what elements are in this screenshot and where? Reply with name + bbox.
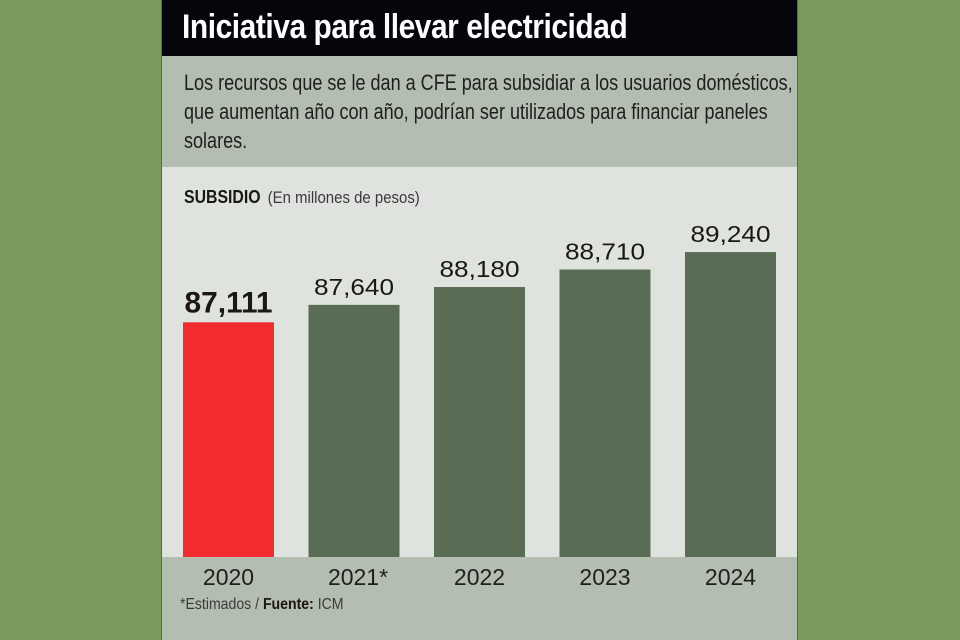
x-tick-label: 2021* xyxy=(328,564,388,590)
chart-heading: SUBSIDIO (En millones de pesos) xyxy=(184,187,420,208)
bar-2024 xyxy=(685,252,776,557)
data-label: 87,640 xyxy=(314,274,394,300)
x-tick-label: 2023 xyxy=(579,564,630,590)
bar-2023 xyxy=(559,269,651,557)
title-bar: Iniciativa para llevar electricidad xyxy=(162,0,797,56)
footer-note: *Estimados / Fuente: ICM xyxy=(180,596,344,614)
chart-subtitle: (En millones de pesos) xyxy=(267,188,420,207)
x-tick-label: 2024 xyxy=(705,564,756,590)
x-tick-label: 2022 xyxy=(454,564,505,590)
description-area: Los recursos que se le dan a CFE para su… xyxy=(162,56,797,167)
bar-chart: 87,111 2020 87,640 2021* 88,180 2022 88,710 202… xyxy=(183,221,776,590)
bar-2022 xyxy=(434,287,525,557)
source-label: Fuente: xyxy=(262,596,314,613)
data-label: 88,710 xyxy=(565,239,645,265)
estimates-note: *Estimados / xyxy=(180,596,263,613)
description-text: Los recursos que se le dan a CFE para su… xyxy=(184,70,793,153)
data-label: 88,180 xyxy=(440,256,520,282)
source-name: ICM xyxy=(317,596,344,613)
page-title: Iniciativa para llevar electricidad xyxy=(182,8,628,46)
data-label: 87,111 xyxy=(185,286,273,319)
data-label: 89,240 xyxy=(691,221,771,247)
x-tick-label: 2020 xyxy=(203,564,254,590)
bar-2020 xyxy=(183,322,274,557)
chart-title: SUBSIDIO xyxy=(184,187,261,207)
infographic-panel: Iniciativa para llevar electricidad Los … xyxy=(162,0,797,640)
bar-2021 xyxy=(308,304,400,557)
